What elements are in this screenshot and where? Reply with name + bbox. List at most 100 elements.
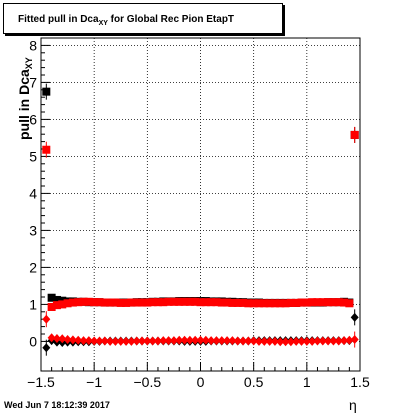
data-point bbox=[239, 336, 248, 346]
x-tick-label: 1.5 bbox=[350, 374, 370, 390]
data-point bbox=[239, 298, 248, 307]
data-point bbox=[223, 298, 232, 307]
datestamp: Wed Jun 7 18:12:39 2017 bbox=[4, 400, 110, 410]
data-point bbox=[63, 335, 72, 345]
data-point bbox=[111, 336, 120, 346]
data-point bbox=[164, 336, 173, 346]
data-point bbox=[244, 336, 253, 346]
y-tick-label: 3 bbox=[29, 222, 37, 238]
data-point bbox=[58, 334, 67, 344]
data-point bbox=[84, 336, 93, 346]
data-point bbox=[185, 335, 194, 345]
data-point bbox=[313, 336, 322, 346]
data-point bbox=[68, 298, 77, 307]
data-point bbox=[350, 312, 359, 322]
data-point bbox=[254, 299, 263, 308]
data-point bbox=[228, 298, 237, 307]
data-point bbox=[100, 336, 109, 346]
data-point bbox=[254, 336, 263, 346]
data-point bbox=[148, 298, 157, 307]
data-point bbox=[223, 336, 232, 346]
data-point bbox=[122, 298, 131, 307]
chart-title-suffix: for Global Rec Pion EtapT bbox=[107, 14, 235, 25]
data-point bbox=[138, 298, 147, 307]
data-point bbox=[308, 336, 317, 346]
data-point bbox=[345, 335, 354, 345]
data-point bbox=[212, 298, 221, 307]
data-point bbox=[276, 299, 285, 308]
data-point bbox=[350, 335, 359, 345]
data-point bbox=[185, 297, 194, 306]
data-point bbox=[292, 336, 301, 346]
chart-title-subscript: XY bbox=[98, 20, 108, 27]
data-point bbox=[52, 301, 61, 310]
data-point bbox=[286, 298, 295, 307]
data-point bbox=[153, 298, 162, 307]
data-point bbox=[63, 299, 72, 308]
data-point bbox=[52, 333, 61, 343]
data-point bbox=[180, 297, 189, 306]
x-tick-label: 1 bbox=[303, 374, 311, 390]
data-point bbox=[111, 298, 120, 307]
data-point bbox=[340, 336, 349, 346]
y-tick-label: 4 bbox=[29, 185, 37, 201]
x-tick-label: −1.5 bbox=[27, 374, 55, 390]
data-point bbox=[42, 87, 51, 96]
y-axis-title-subscript: XY bbox=[24, 57, 34, 70]
data-point bbox=[47, 293, 56, 302]
data-point bbox=[52, 295, 61, 304]
y-axis-title: pull in DcaXY bbox=[16, 57, 34, 140]
data-point bbox=[233, 336, 242, 346]
data-point bbox=[281, 337, 290, 347]
data-point bbox=[58, 300, 67, 309]
data-point bbox=[318, 336, 327, 346]
data-point bbox=[100, 298, 109, 307]
y-tick-label: 7 bbox=[29, 74, 37, 90]
data-point bbox=[249, 336, 258, 346]
data-point bbox=[79, 336, 88, 346]
data-point bbox=[153, 336, 162, 346]
data-point bbox=[260, 336, 269, 346]
data-point bbox=[42, 314, 51, 324]
data-point bbox=[292, 298, 301, 307]
data-point bbox=[345, 299, 354, 308]
data-point bbox=[143, 336, 152, 346]
y-tick-label: 6 bbox=[29, 111, 37, 127]
data-point bbox=[42, 145, 51, 154]
data-point bbox=[132, 336, 141, 346]
data-point bbox=[207, 298, 216, 307]
data-point bbox=[212, 336, 221, 346]
data-point bbox=[95, 336, 104, 346]
y-tick-label: 0 bbox=[29, 333, 37, 349]
data-point bbox=[270, 336, 279, 346]
data-point bbox=[169, 336, 178, 346]
data-point bbox=[42, 343, 51, 353]
data-point bbox=[127, 298, 136, 307]
data-point bbox=[318, 298, 327, 307]
data-point bbox=[340, 298, 349, 307]
data-point bbox=[334, 298, 343, 307]
data-point bbox=[95, 298, 104, 307]
data-point bbox=[350, 130, 359, 139]
plot-frame bbox=[40, 37, 361, 372]
data-point bbox=[79, 297, 88, 306]
data-point bbox=[191, 335, 200, 345]
data-point bbox=[297, 336, 306, 346]
data-point bbox=[196, 335, 205, 345]
data-point bbox=[281, 299, 290, 308]
x-axis-title: η bbox=[349, 397, 357, 413]
data-point bbox=[324, 336, 333, 346]
y-tick-label: 2 bbox=[29, 259, 37, 275]
data-point bbox=[228, 336, 237, 346]
title-box: Fitted pull in DcaXY for Global Rec Pion… bbox=[3, 3, 283, 34]
data-point bbox=[329, 298, 338, 307]
data-point bbox=[196, 298, 205, 307]
data-point bbox=[180, 335, 189, 345]
data-point bbox=[217, 336, 226, 346]
data-point bbox=[47, 333, 56, 343]
data-point bbox=[169, 297, 178, 306]
data-point bbox=[313, 298, 322, 307]
data-point bbox=[260, 299, 269, 308]
data-point bbox=[201, 298, 210, 307]
